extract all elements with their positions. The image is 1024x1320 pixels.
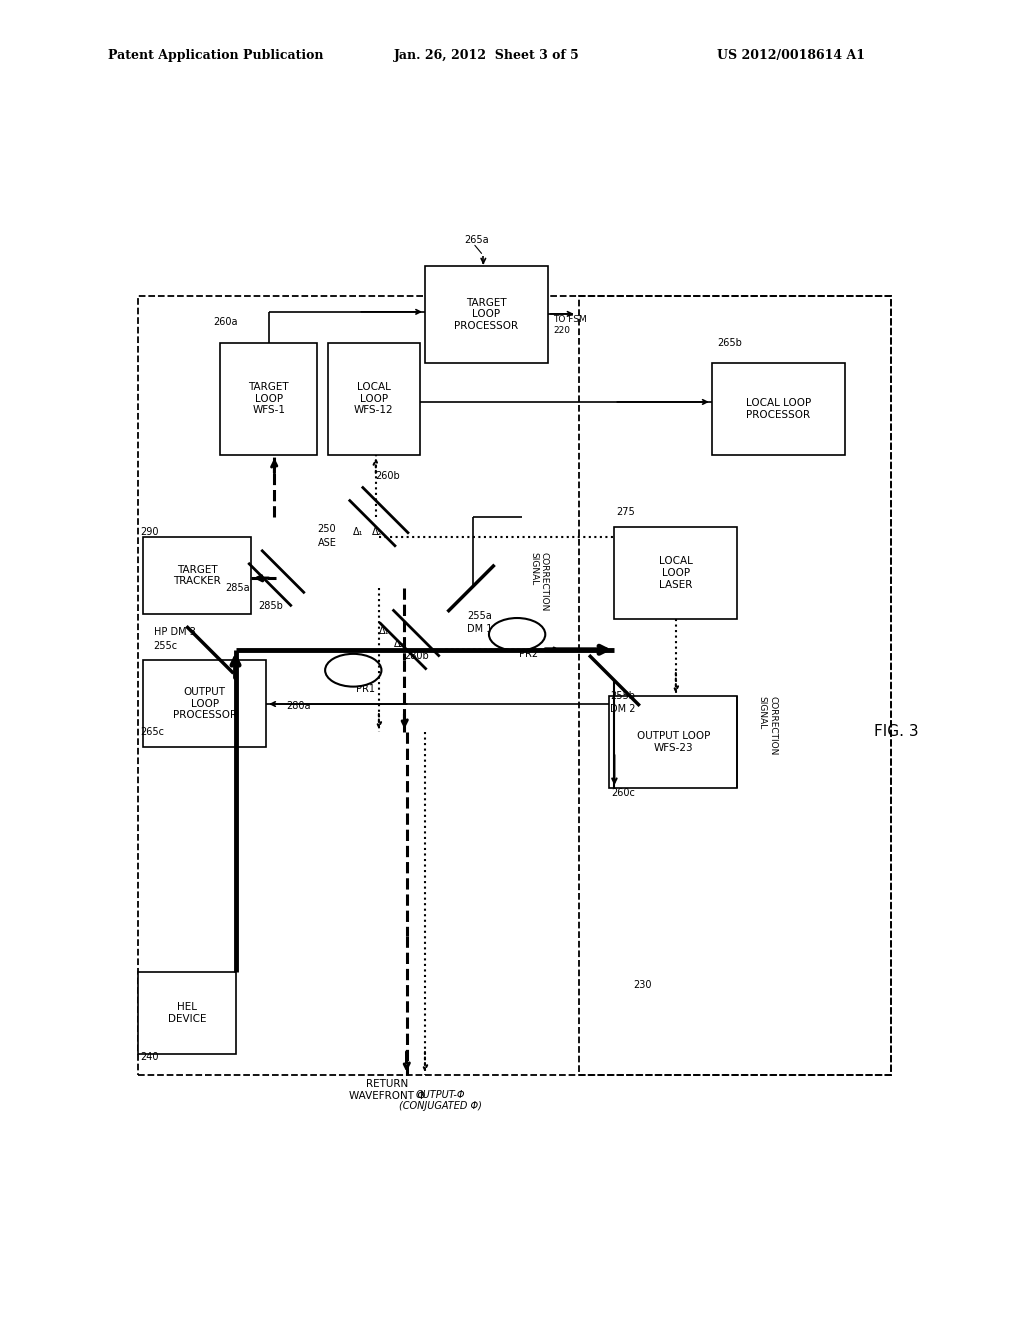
Ellipse shape [489,618,545,651]
Text: 250: 250 [317,524,336,533]
Bar [143,660,266,747]
Text: DM 1: DM 1 [467,624,493,635]
Bar [712,363,845,455]
Text: 230: 230 [633,979,651,990]
Text: 240: 240 [140,1052,159,1063]
Text: Δ₁: Δ₁ [379,626,389,636]
Bar [425,265,548,363]
Text: 280b: 280b [404,651,429,661]
Ellipse shape [325,653,381,686]
Text: PR2: PR2 [519,649,539,659]
Text: LOCAL LOOP
PROCESSOR: LOCAL LOOP PROCESSOR [745,399,811,420]
Text: 265a: 265a [464,235,488,246]
Bar [220,343,317,455]
Bar [138,297,891,1074]
Text: 265c: 265c [140,727,164,737]
Text: 255b: 255b [610,690,635,701]
Text: CORRECTION
SIGNAL: CORRECTION SIGNAL [758,696,777,755]
Text: HEL
DEVICE: HEL DEVICE [168,1002,206,1024]
Text: RETURN
WAVEFRONT Φ: RETURN WAVEFRONT Φ [349,1080,425,1101]
Text: US 2012/0018614 A1: US 2012/0018614 A1 [717,49,865,62]
Text: 290: 290 [140,527,159,537]
Bar [579,297,891,1074]
Text: FIG. 3: FIG. 3 [873,725,919,739]
Bar [328,343,420,455]
Bar [614,527,737,619]
Text: CORRECTION
SIGNAL: CORRECTION SIGNAL [529,553,549,612]
Text: 265b: 265b [717,338,741,347]
Text: 260b: 260b [375,471,399,480]
Text: Δ₁: Δ₁ [353,527,364,537]
Text: 275: 275 [616,507,635,516]
Text: OUTPUT
LOOP
PROCESSOR: OUTPUT LOOP PROCESSOR [173,686,237,721]
Text: Δ₂: Δ₂ [372,527,382,537]
Text: OUTPUT-Φ
(CONJUGATED Φ): OUTPUT-Φ (CONJUGATED Φ) [399,1089,481,1111]
Text: 260a: 260a [213,317,238,327]
Text: HP DM 3: HP DM 3 [154,627,196,638]
Text: 285a: 285a [225,583,250,593]
Text: Patent Application Publication: Patent Application Publication [108,49,323,62]
Text: 255c: 255c [154,640,178,651]
Text: TO FSM
220: TO FSM 220 [553,315,587,335]
Text: TARGET
LOOP
WFS-1: TARGET LOOP WFS-1 [249,383,289,416]
Text: 280a: 280a [287,701,311,711]
Text: LOCAL
LOOP
WFS-12: LOCAL LOOP WFS-12 [354,383,393,416]
Text: TARGET
LOOP
PROCESSOR: TARGET LOOP PROCESSOR [455,298,518,331]
Text: ASE: ASE [317,539,336,548]
Text: 260c: 260c [611,788,635,799]
Text: Jan. 26, 2012  Sheet 3 of 5: Jan. 26, 2012 Sheet 3 of 5 [394,49,580,62]
Text: 285b: 285b [258,601,283,611]
Text: OUTPUT LOOP
WFS-23: OUTPUT LOOP WFS-23 [637,731,710,752]
Bar [138,973,236,1055]
Text: 255a: 255a [467,611,492,620]
Text: LOCAL
LOOP
LASER: LOCAL LOOP LASER [658,556,693,590]
Bar [143,537,251,614]
Text: PR1: PR1 [356,684,376,694]
Text: DM 2: DM 2 [610,704,636,714]
Text: Δ₂: Δ₂ [394,639,404,648]
Bar [609,696,737,788]
Text: TARGET
TRACKER: TARGET TRACKER [173,565,221,586]
